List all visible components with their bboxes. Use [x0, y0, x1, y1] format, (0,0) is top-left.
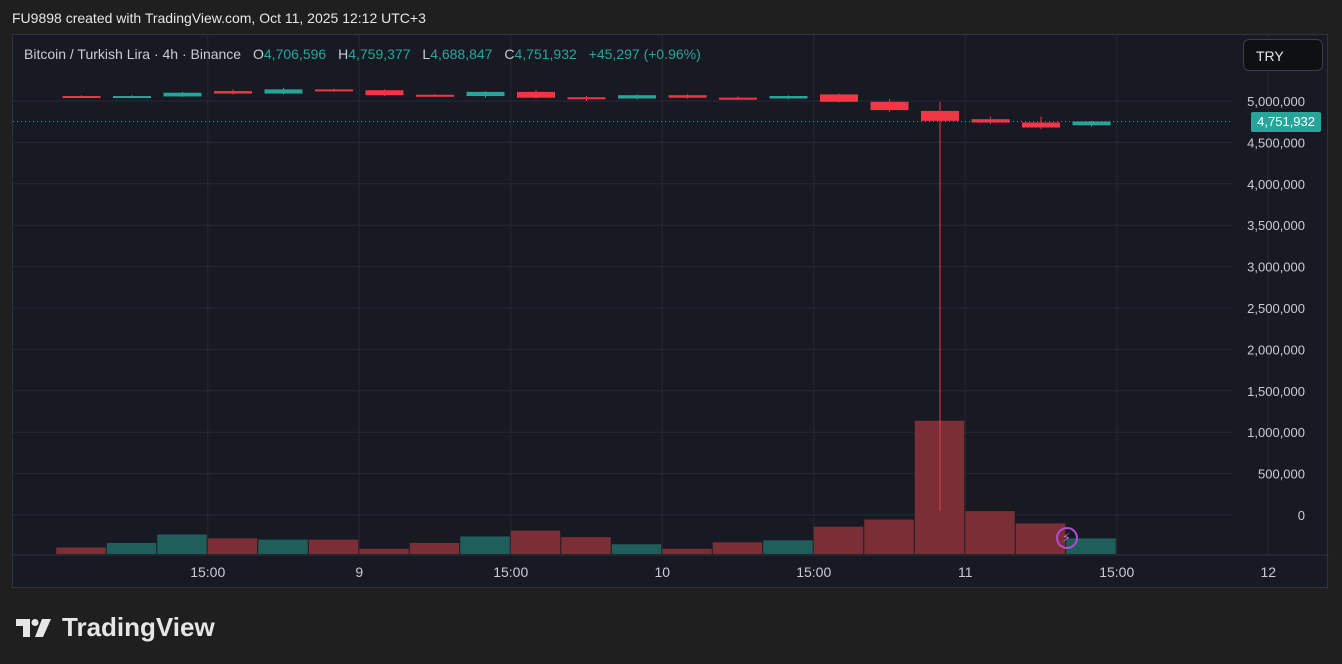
close-value: 4,751,932 [514, 46, 577, 62]
volume-bar [1066, 538, 1116, 554]
close-key: C [504, 46, 515, 62]
candle-body [416, 94, 454, 97]
volume-bar [460, 536, 510, 554]
price-axis: 0 500,000 1,000,000 1,500,000 2,000,000 2,500… [1247, 94, 1305, 523]
volume-bar [864, 519, 914, 554]
footer-brand-text: TradingView [62, 612, 215, 642]
volume-bar [712, 542, 763, 554]
volume-bar [763, 540, 813, 554]
candle-body [214, 91, 252, 94]
time-tick-label: 9 [355, 564, 363, 580]
volume-bar [207, 538, 258, 554]
price-tick-label: 1,000,000 [1247, 425, 1305, 440]
volume-bar [359, 548, 409, 554]
time-tick-label: 15:00 [796, 564, 831, 580]
candle-body [62, 96, 101, 99]
candle-body [769, 96, 808, 99]
candle-body [820, 94, 858, 102]
volume-bar [308, 539, 359, 554]
price-tick-label: 500,000 [1258, 467, 1305, 482]
volume-bar [258, 539, 308, 554]
time-tick-label: 15:00 [493, 564, 528, 580]
candle-body [618, 95, 656, 99]
price-tick-label: 3,500,000 [1247, 218, 1305, 233]
price-tick-label: 4,500,000 [1247, 135, 1305, 150]
candle-body [113, 96, 151, 99]
symbol-legend: Bitcoin / Turkish Lira · 4h · Binance O4… [24, 46, 701, 62]
tradingview-logo[interactable]: TradingView [14, 612, 215, 643]
candle-body [365, 90, 404, 96]
tradingview-logo-icon [16, 618, 51, 637]
candle-body [668, 95, 707, 98]
high-key: H [338, 46, 349, 62]
last-price-label: 4,751,932 [1251, 111, 1321, 132]
candle-body [517, 91, 555, 98]
attribution-text: FU9898 created with TradingView.com, Oct… [12, 10, 426, 26]
volume-bar [813, 526, 864, 554]
volume-bar [662, 548, 712, 554]
time-tick-label: 15:00 [190, 564, 225, 580]
price-tick-label: 0 [1298, 508, 1305, 523]
price-tick-label: 4,000,000 [1247, 177, 1305, 192]
candles [62, 87, 1111, 511]
low-key: L [422, 46, 431, 62]
time-tick-label: 15:00 [1099, 564, 1134, 580]
candle-body [971, 119, 1010, 123]
candle-body [466, 91, 505, 97]
volume-bar [561, 537, 611, 554]
symbol-title: Bitcoin / Turkish Lira · 4h · Binance [24, 46, 242, 62]
volume-bar [56, 547, 106, 554]
price-tick-label: 5,000,000 [1247, 94, 1305, 109]
time-tick-label: 12 [1260, 564, 1276, 580]
candle-body [719, 97, 757, 100]
volume-bars [56, 420, 1116, 554]
candle-body [921, 110, 959, 121]
candle-body [567, 97, 606, 100]
time-axis: 15:00 9 15:00 10 15:00 11 15:00 12 [190, 564, 1276, 580]
candle-body [264, 89, 303, 94]
price-tick-label: 1,500,000 [1247, 384, 1305, 399]
grid-lines [13, 35, 1329, 556]
candle-body [163, 92, 202, 97]
volume-bar [510, 530, 561, 554]
low-value: 4,688,847 [430, 46, 493, 62]
open-key: O [253, 46, 264, 62]
volume-bar [157, 534, 207, 554]
lightning-icon[interactable]: ⚡ [1055, 527, 1078, 549]
candle-body [1022, 122, 1060, 128]
candle-body [870, 101, 909, 111]
price-tick-label: 3,000,000 [1247, 260, 1305, 275]
time-tick-label: 10 [654, 564, 670, 580]
candle-body [315, 89, 353, 92]
price-chart[interactable]: 0 500,000 1,000,000 1,500,000 2,000,000 2,500… [13, 35, 1329, 589]
price-tick-label: 2,500,000 [1247, 301, 1305, 316]
candle-body [1072, 121, 1111, 126]
volume-bar [611, 544, 662, 554]
chart-pane[interactable]: 0 500,000 1,000,000 1,500,000 2,000,000 2,500… [12, 34, 1329, 589]
high-value: 4,759,377 [348, 46, 411, 62]
price-tick-label: 2,000,000 [1247, 342, 1305, 357]
time-tick-label: 11 [958, 564, 973, 580]
volume-bar [106, 542, 157, 554]
currency-button[interactable]: TRY [1243, 39, 1323, 71]
volume-bar [965, 511, 1015, 554]
change-value: +45,297 (+0.96%) [588, 46, 701, 62]
open-value: 4,706,596 [263, 46, 327, 62]
volume-bar [409, 542, 460, 554]
